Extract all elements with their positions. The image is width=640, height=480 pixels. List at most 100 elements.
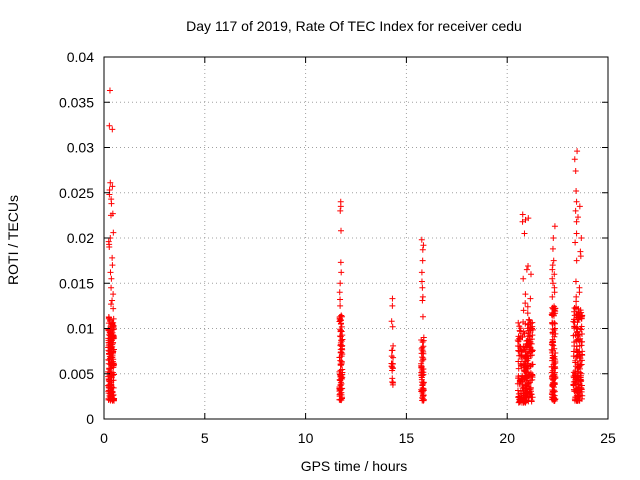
data-point bbox=[110, 346, 117, 353]
data-point bbox=[337, 362, 344, 369]
data-point bbox=[108, 284, 115, 291]
data-point bbox=[576, 331, 583, 338]
y-tick-label: 0.015 bbox=[59, 275, 94, 291]
data-point bbox=[110, 384, 117, 391]
data-point bbox=[521, 361, 528, 368]
data-point bbox=[419, 339, 426, 346]
data-point bbox=[529, 332, 536, 339]
data-point bbox=[106, 344, 113, 351]
data-point bbox=[337, 259, 344, 266]
data-point bbox=[527, 340, 534, 347]
data-point bbox=[105, 377, 112, 384]
data-point bbox=[578, 342, 585, 349]
data-point bbox=[108, 321, 115, 328]
data-point bbox=[106, 244, 113, 251]
data-point bbox=[575, 314, 582, 321]
data-point bbox=[523, 343, 530, 350]
data-point bbox=[337, 207, 344, 214]
data-point bbox=[388, 318, 395, 325]
data-point bbox=[551, 289, 558, 296]
data-point bbox=[419, 257, 426, 264]
data-point bbox=[529, 371, 536, 378]
data-point bbox=[573, 347, 580, 354]
data-point bbox=[573, 230, 580, 237]
data-point bbox=[109, 126, 116, 133]
data-point bbox=[338, 343, 345, 350]
data-point bbox=[419, 387, 426, 394]
data-point bbox=[576, 289, 583, 296]
data-point bbox=[548, 375, 555, 382]
y-tick-label: 0.035 bbox=[59, 94, 94, 110]
data-point bbox=[529, 394, 536, 401]
x-tick-label: 0 bbox=[100, 430, 108, 446]
data-point bbox=[551, 333, 558, 340]
y-tick-label: 0.02 bbox=[67, 230, 94, 246]
data-point bbox=[529, 347, 536, 354]
data-point bbox=[571, 325, 578, 332]
data-point bbox=[108, 326, 115, 333]
data-point bbox=[108, 371, 115, 378]
data-point bbox=[527, 327, 534, 334]
x-tick-label: 5 bbox=[201, 430, 209, 446]
data-point bbox=[110, 360, 117, 367]
data-point bbox=[389, 295, 396, 302]
data-point bbox=[338, 323, 345, 330]
data-point bbox=[339, 351, 346, 358]
grid bbox=[104, 57, 608, 419]
data-point bbox=[108, 200, 115, 207]
data-point bbox=[339, 374, 346, 381]
data-point bbox=[110, 229, 117, 236]
data-point bbox=[571, 156, 578, 163]
data-point bbox=[551, 353, 558, 360]
data-point bbox=[523, 266, 530, 273]
data-point bbox=[517, 343, 524, 350]
data-point bbox=[338, 227, 345, 234]
data-point bbox=[337, 381, 344, 388]
data-point bbox=[519, 218, 526, 225]
data-point bbox=[549, 266, 556, 273]
data-point bbox=[390, 342, 397, 349]
data-point bbox=[572, 207, 579, 214]
data-point bbox=[571, 372, 578, 379]
data-point bbox=[337, 342, 344, 349]
data-point bbox=[574, 319, 581, 326]
data-point bbox=[336, 315, 343, 322]
data-point bbox=[515, 393, 522, 400]
data-point bbox=[572, 278, 579, 285]
data-point bbox=[574, 389, 581, 396]
data-point bbox=[418, 278, 425, 285]
data-point bbox=[579, 330, 586, 337]
data-point bbox=[577, 369, 584, 376]
data-point bbox=[573, 298, 580, 305]
data-point bbox=[549, 354, 556, 361]
data-point bbox=[107, 212, 114, 219]
data-point bbox=[579, 312, 586, 319]
data-point bbox=[521, 230, 528, 237]
data-point bbox=[549, 245, 556, 252]
y-axis-label: ROTI / TECUs bbox=[5, 195, 21, 285]
data-point bbox=[523, 365, 530, 372]
data-point bbox=[550, 280, 557, 287]
data-point bbox=[522, 320, 529, 327]
data-point bbox=[109, 397, 116, 404]
data-point bbox=[338, 320, 345, 327]
data-point bbox=[106, 122, 113, 129]
data-point bbox=[516, 335, 523, 342]
data-point bbox=[572, 306, 579, 313]
data-point bbox=[551, 345, 558, 352]
data-point bbox=[338, 312, 345, 319]
data-point bbox=[552, 305, 559, 312]
data-point bbox=[515, 365, 522, 372]
data-point bbox=[389, 302, 396, 309]
data-point bbox=[109, 297, 116, 304]
data-point bbox=[550, 371, 557, 378]
data-point bbox=[573, 257, 580, 264]
data-point bbox=[520, 275, 527, 282]
data-point bbox=[105, 320, 112, 327]
data-point bbox=[108, 301, 115, 308]
data-point bbox=[572, 239, 579, 246]
data-point bbox=[550, 257, 557, 264]
data-point bbox=[573, 392, 580, 399]
data-point bbox=[418, 269, 425, 276]
